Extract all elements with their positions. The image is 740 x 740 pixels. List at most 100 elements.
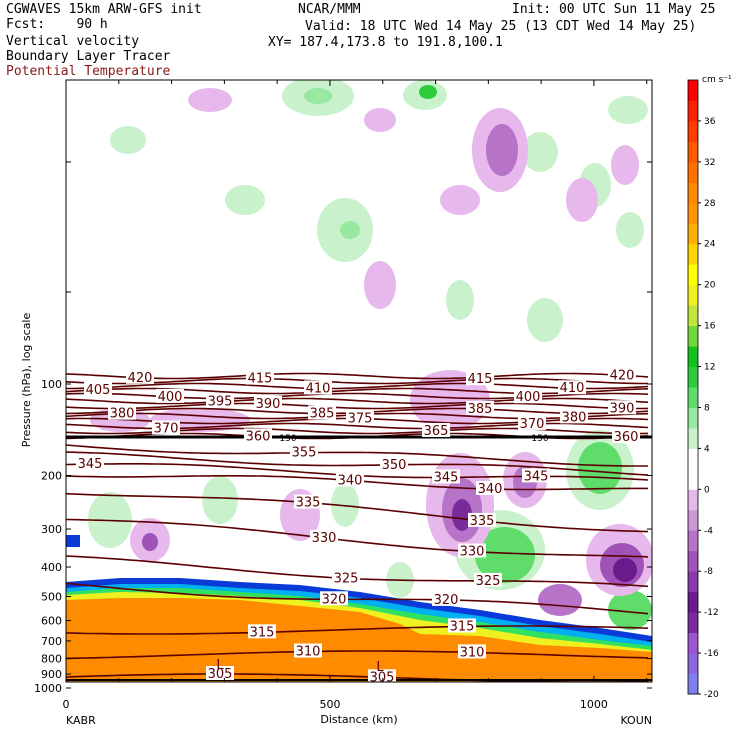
colorbar-tick-label: 8 bbox=[704, 403, 710, 413]
isentrope-label: 415 bbox=[468, 372, 493, 387]
isentrope-label: 400 bbox=[516, 390, 541, 405]
left-station-label: KABR bbox=[66, 714, 96, 727]
isentrope-label-bg bbox=[84, 381, 112, 396]
colorbar-swatch bbox=[688, 407, 698, 429]
isentrope-410 bbox=[66, 382, 649, 390]
colorbar-tick-label: -20 bbox=[704, 690, 719, 700]
y-tick-label: 200 bbox=[41, 470, 62, 483]
colorbar-tick-label: -8 bbox=[704, 567, 713, 577]
model-title: CGWAVES 15km ARW-GFS init bbox=[6, 2, 202, 17]
isentrope-label: 390 bbox=[610, 401, 635, 416]
downdraft-core bbox=[486, 124, 518, 176]
isentrope-label: 395 bbox=[208, 395, 233, 410]
isentrope-label-bg bbox=[608, 400, 636, 415]
isentrope-label-bg bbox=[248, 624, 276, 639]
isentrope-label-bg bbox=[290, 444, 318, 459]
colorbar-swatch bbox=[688, 366, 698, 388]
downdraft-core bbox=[613, 558, 637, 582]
isentrope-label-bg bbox=[560, 409, 588, 424]
isentrope-315 bbox=[66, 625, 649, 635]
isentrope-label: 385 bbox=[468, 402, 493, 417]
isentrope-label-bg bbox=[126, 369, 154, 384]
isentrope-label: 335 bbox=[296, 496, 321, 511]
isentrope-label: 320 bbox=[434, 593, 459, 608]
colorbar-tick-label: 28 bbox=[704, 199, 716, 209]
isentrope-label-bg bbox=[108, 405, 136, 420]
isentrope-395 bbox=[66, 397, 649, 405]
colorbar-swatch bbox=[688, 120, 698, 142]
plot-area bbox=[66, 80, 652, 682]
updraft-blob bbox=[616, 212, 644, 248]
isentrope-label-bg bbox=[206, 393, 234, 408]
isentrope-label-bg bbox=[294, 494, 322, 509]
colorbar-frame bbox=[687, 79, 699, 695]
isentrope-350 bbox=[66, 451, 649, 476]
colorbar-swatch bbox=[688, 673, 698, 695]
colorbar-swatch bbox=[688, 509, 698, 531]
isentrope-label: 325 bbox=[334, 571, 359, 586]
colorbar-swatch bbox=[688, 202, 698, 224]
field-vertical-velocity: Vertical velocity bbox=[6, 34, 140, 49]
colorbar-tick-label: 24 bbox=[704, 240, 716, 250]
isentrope-label-bg bbox=[156, 388, 184, 403]
isentrope-label: 360 bbox=[246, 429, 271, 444]
updraft-blob bbox=[522, 132, 558, 172]
isentrope-label-bg bbox=[304, 380, 332, 395]
colorbar-swatch bbox=[688, 141, 698, 163]
y-tick-label: 400 bbox=[41, 561, 62, 574]
field-boundary-layer-tracer: Boundary Layer Tracer bbox=[6, 49, 171, 64]
isentrope-label: 370 bbox=[154, 421, 179, 436]
downdraft-blob bbox=[364, 108, 396, 132]
colorbar: -20 -16 -12 -8 -4 0 4 8 12 16 20 24 28 32 36 bbox=[687, 79, 719, 700]
y-tick-label: 100 bbox=[41, 378, 62, 391]
isentrope-label: 410 bbox=[560, 381, 585, 396]
colorbar-swatch bbox=[688, 387, 698, 408]
colorbar-tick-label: 4 bbox=[704, 444, 710, 454]
y-tick-label: 800 bbox=[41, 653, 62, 666]
isentrope-320 bbox=[66, 582, 649, 615]
isentrope-label-bg bbox=[76, 456, 104, 471]
isentrope-label: 360 bbox=[614, 430, 639, 445]
plot-frame bbox=[65, 79, 653, 683]
y-tick-label: 700 bbox=[41, 635, 62, 648]
isentrope-label: 340 bbox=[338, 473, 363, 488]
colorbar-tick-label: -4 bbox=[704, 526, 713, 536]
isentrope-label-bg bbox=[294, 643, 322, 658]
colorbar-swatch bbox=[688, 182, 698, 204]
isentrope-label: 340 bbox=[478, 482, 503, 497]
x-tick-label: 1000 bbox=[580, 698, 608, 711]
colorbar-swatch bbox=[688, 80, 698, 101]
isentrope-label: 310 bbox=[460, 645, 485, 660]
isentrope-label: 315 bbox=[450, 619, 475, 634]
isentrope-label-bg bbox=[206, 666, 234, 681]
isentrope-label-bg bbox=[514, 389, 542, 404]
isentrope-label: 345 bbox=[78, 457, 103, 472]
colorbar-swatch bbox=[688, 264, 698, 286]
colorbar-swatch bbox=[688, 448, 698, 470]
valid-time: Valid: 18 UTC Wed 14 May 25 (13 CDT Wed … bbox=[305, 19, 697, 34]
updraft-core bbox=[608, 590, 652, 630]
colorbar-tick-label: -12 bbox=[704, 608, 719, 618]
fcst-value: 90 h bbox=[76, 17, 108, 32]
updraft-blob bbox=[608, 96, 648, 124]
colorbar-swatch bbox=[688, 489, 698, 511]
isentrope-390 bbox=[66, 402, 649, 410]
colorbar-swatch bbox=[688, 243, 698, 265]
x-tick-label: 0 bbox=[63, 698, 70, 711]
tracer-label: 150 bbox=[531, 434, 548, 444]
cross-section-endpoints: XY= 187.4,173.8 to 191.8,100.1 bbox=[268, 35, 503, 50]
isentrope-310 bbox=[66, 650, 649, 660]
y-axis-label: Pressure (hPa), log scale bbox=[20, 313, 33, 448]
downdraft-blob bbox=[440, 185, 480, 215]
isentrope-label-bg bbox=[458, 543, 486, 558]
isentrope-label: 400 bbox=[158, 390, 183, 405]
colorbar-swatch bbox=[688, 223, 698, 245]
isentrope-label: 325 bbox=[476, 574, 501, 589]
isentrope-label-bg bbox=[476, 480, 504, 495]
isentrope-label: 420 bbox=[610, 368, 635, 383]
colorbar-swatch bbox=[688, 100, 698, 122]
x-axis-label: Distance (km) bbox=[320, 713, 397, 726]
downdraft-blob bbox=[566, 178, 598, 222]
isentrope-label: 335 bbox=[470, 514, 495, 529]
